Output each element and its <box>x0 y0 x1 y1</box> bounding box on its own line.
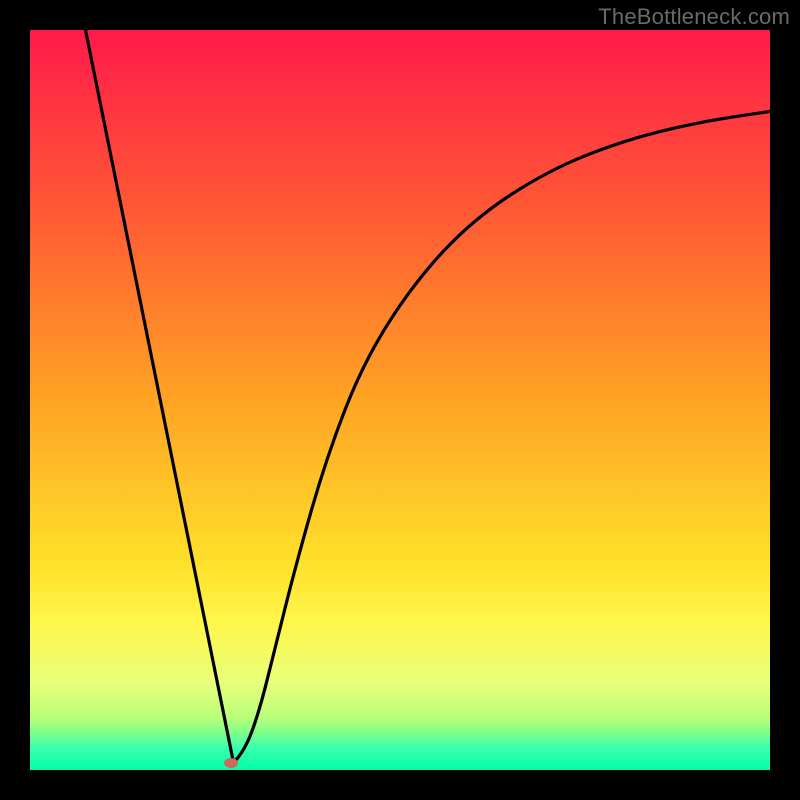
min-point-marker <box>224 758 238 768</box>
plot-area <box>30 30 770 770</box>
bottleneck-curve <box>30 30 770 770</box>
watermark-text: TheBottleneck.com <box>598 4 790 30</box>
